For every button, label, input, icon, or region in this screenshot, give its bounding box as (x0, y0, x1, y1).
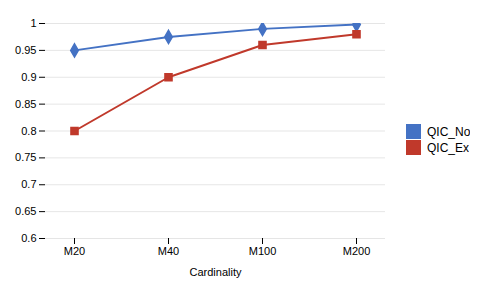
svg-text:1: 1 (30, 17, 36, 29)
svg-text:0.95: 0.95 (15, 44, 36, 56)
svg-text:M100: M100 (249, 245, 277, 257)
svg-text:0.9: 0.9 (21, 71, 36, 83)
svg-text:0.65: 0.65 (15, 205, 36, 217)
svg-text:0.6: 0.6 (21, 232, 36, 244)
svg-text:0.75: 0.75 (15, 151, 36, 163)
svg-text:0.7: 0.7 (21, 178, 36, 190)
html-text:QIC_No: QIC_No (427, 124, 471, 139)
svg-text:M200: M200 (343, 245, 371, 257)
svg-text:0.8: 0.8 (21, 125, 36, 137)
svg-text:0.85: 0.85 (15, 98, 36, 110)
svg-text:M20: M20 (64, 245, 85, 257)
svg-text:Cardinality: Cardinality (190, 266, 242, 278)
html-text:QIC_Ex: QIC_Ex (427, 140, 469, 155)
svg-text:M40: M40 (158, 245, 179, 257)
